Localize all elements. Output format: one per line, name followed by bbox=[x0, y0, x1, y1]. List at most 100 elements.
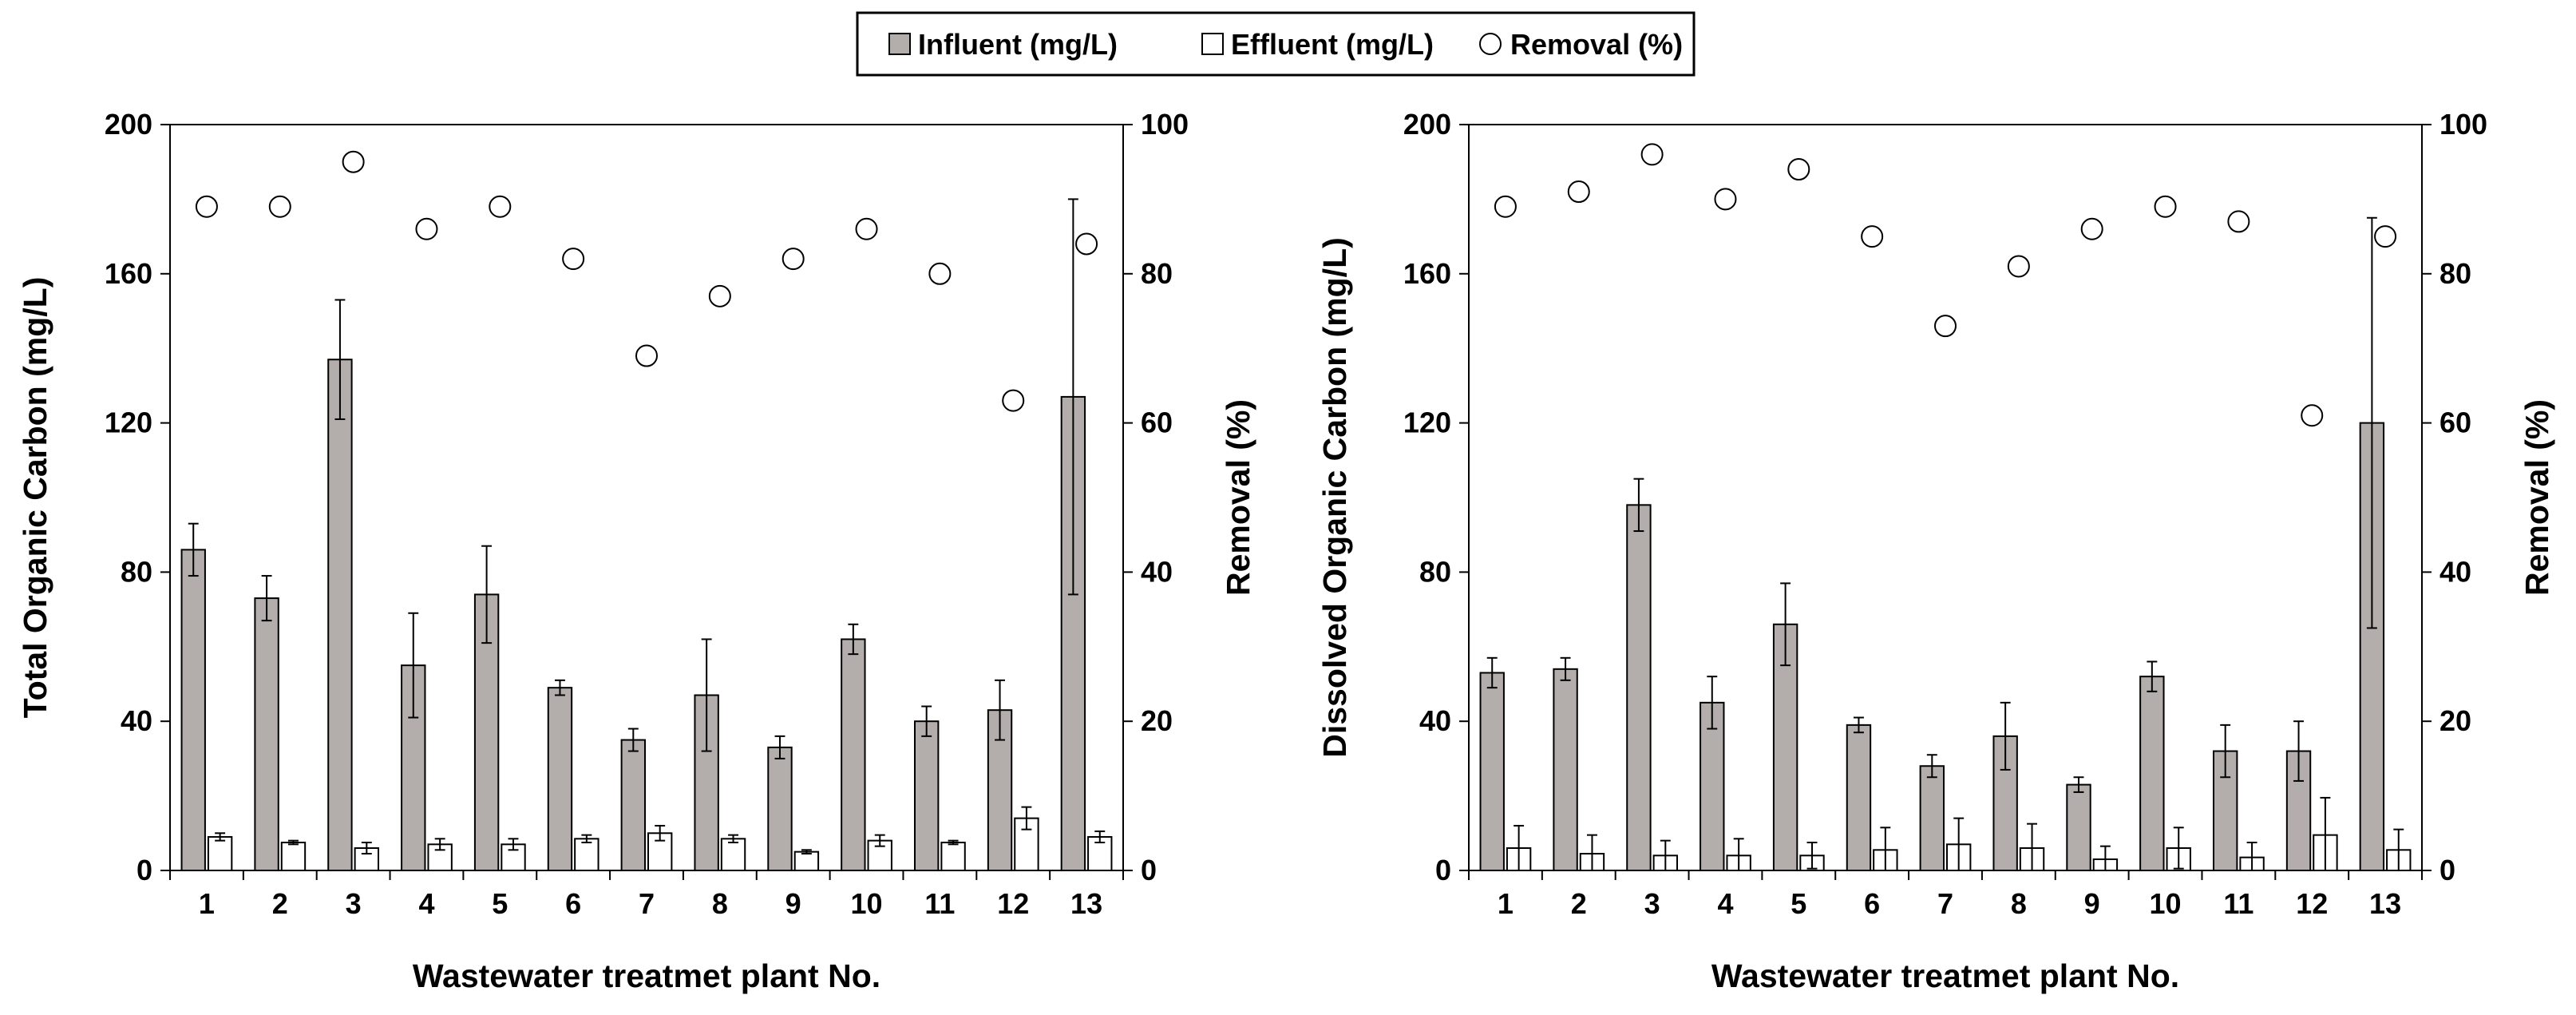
toc-influent-bar bbox=[547, 687, 573, 871]
doc-x-tick-label: 7 bbox=[1937, 887, 1953, 920]
toc-effluent-bar bbox=[280, 841, 307, 871]
toc-influent-bar bbox=[620, 739, 647, 871]
doc-y-tick-label: 40 bbox=[1419, 704, 1451, 737]
toc-y-axis-label: Total Organic Carbon (mg/L) bbox=[17, 277, 53, 719]
toc-influent-bar bbox=[254, 597, 279, 872]
toc-y2-tick-label: 20 bbox=[1141, 704, 1173, 737]
doc-y2-tick-label: 40 bbox=[2439, 555, 2471, 588]
doc-x-tick-label: 11 bbox=[2223, 887, 2254, 920]
toc-removal-point bbox=[415, 217, 438, 240]
doc-y-axis-label: Dissolved Organic Carbon (mg/L) bbox=[1316, 237, 1353, 758]
legend: Influent (mg/L) Effluent (mg/L) Removal … bbox=[856, 11, 1696, 77]
toc-x-tick-label: 7 bbox=[639, 887, 655, 920]
toc-removal-point bbox=[342, 150, 365, 173]
toc-effluent-bar bbox=[207, 835, 233, 871]
toc-x-tick-label: 5 bbox=[492, 887, 508, 920]
toc-x-tick-label: 4 bbox=[418, 887, 434, 920]
toc-influent-bar bbox=[913, 720, 940, 872]
legend-influent-swatch bbox=[888, 33, 911, 55]
doc-influent-bar bbox=[2359, 422, 2385, 871]
toc-x-tick-label: 8 bbox=[712, 887, 728, 920]
toc-y2-axis-label: Removal (%) bbox=[1220, 399, 1256, 596]
toc-effluent-bar bbox=[940, 841, 966, 871]
legend-effluent-swatch bbox=[1201, 33, 1224, 55]
doc-x-tick-label: 9 bbox=[2084, 887, 2100, 920]
doc-y-tick-label: 80 bbox=[1419, 555, 1451, 588]
doc-y-tick-label: 0 bbox=[1435, 854, 1451, 886]
doc-removal-point bbox=[1861, 225, 1884, 248]
toc-influent-bar bbox=[180, 549, 206, 871]
doc-removal-point bbox=[1567, 180, 1590, 204]
doc-removal-point bbox=[2374, 225, 2397, 248]
toc-x-tick-label: 2 bbox=[272, 887, 288, 920]
toc-effluent-bar bbox=[720, 838, 746, 872]
toc-x-tick-label: 10 bbox=[851, 887, 883, 920]
toc-x-tick-label: 13 bbox=[1070, 887, 1102, 920]
doc-removal-point bbox=[1934, 315, 1957, 338]
toc-y-tick-label: 40 bbox=[121, 704, 152, 737]
doc-removal-point bbox=[2080, 217, 2103, 240]
doc-removal-point bbox=[1787, 158, 1810, 181]
toc-y2-tick-label: 80 bbox=[1141, 257, 1173, 290]
doc-y2-tick-label: 60 bbox=[2439, 406, 2471, 439]
toc-y-tick-label: 160 bbox=[105, 257, 152, 290]
toc-y2-tick-label: 60 bbox=[1141, 406, 1173, 439]
doc-plot-frame bbox=[1468, 124, 2423, 871]
doc-removal-point bbox=[2227, 210, 2250, 233]
doc-x-tick-label: 8 bbox=[2011, 887, 2027, 920]
doc-y2-axis-label: Removal (%) bbox=[2519, 399, 2555, 596]
toc-effluent-bar bbox=[501, 843, 526, 872]
doc-x-tick-label: 6 bbox=[1864, 887, 1880, 920]
doc-y2-tick-label: 20 bbox=[2439, 704, 2471, 737]
doc-removal-point bbox=[2301, 404, 2324, 427]
doc-influent-bar bbox=[1553, 668, 1578, 871]
legend-box bbox=[856, 11, 1696, 77]
toc-y-tick-label: 0 bbox=[137, 854, 152, 886]
toc-y-tick-label: 80 bbox=[121, 555, 152, 588]
toc-influent-bar bbox=[767, 746, 793, 872]
toc-removal-point bbox=[708, 284, 731, 307]
legend-influent-label: Influent (mg/L) bbox=[918, 28, 1118, 61]
doc-y-tick-label: 160 bbox=[1403, 257, 1451, 290]
toc-plot-frame bbox=[169, 124, 1124, 871]
doc-removal-point bbox=[1494, 195, 1517, 218]
toc-effluent-bar bbox=[793, 850, 820, 872]
doc-removal-point bbox=[2007, 255, 2030, 278]
doc-influent-bar bbox=[1700, 701, 1725, 871]
doc-influent-bar bbox=[2066, 783, 2091, 872]
toc-removal-point bbox=[562, 248, 585, 271]
doc-x-tick-label: 2 bbox=[1571, 887, 1587, 920]
doc-removal-point bbox=[1714, 188, 1737, 211]
doc-removal-point bbox=[1640, 143, 1664, 166]
doc-influent-bar bbox=[1626, 504, 1652, 872]
doc-y-tick-label: 120 bbox=[1403, 406, 1451, 439]
doc-x-axis-label: Wastewater treatmet plant No. bbox=[1711, 958, 2179, 994]
doc-removal-point bbox=[2154, 195, 2177, 218]
toc-x-tick-label: 1 bbox=[199, 887, 215, 920]
doc-y-tick-label: 200 bbox=[1403, 108, 1451, 141]
toc-removal-point bbox=[928, 262, 952, 285]
doc-x-tick-label: 12 bbox=[2296, 887, 2328, 920]
toc-y-tick-label: 120 bbox=[105, 406, 152, 439]
doc-influent-bar bbox=[1479, 672, 1505, 871]
doc-x-tick-label: 4 bbox=[1717, 887, 1733, 920]
doc-x-tick-label: 1 bbox=[1498, 887, 1514, 920]
legend-effluent-label: Effluent (mg/L) bbox=[1231, 28, 1434, 61]
toc-x-axis-label: Wastewater treatmet plant No. bbox=[413, 958, 880, 994]
toc-removal-point bbox=[782, 248, 805, 271]
toc-x-tick-label: 11 bbox=[924, 887, 955, 920]
toc-y2-tick-label: 0 bbox=[1141, 854, 1157, 886]
toc-y-tick-label: 200 bbox=[105, 108, 152, 141]
toc-effluent-bar bbox=[574, 838, 599, 872]
toc-y2-tick-label: 100 bbox=[1141, 108, 1189, 141]
toc-x-tick-label: 9 bbox=[785, 887, 801, 920]
doc-y2-tick-label: 0 bbox=[2439, 854, 2455, 886]
toc-x-tick-label: 3 bbox=[346, 887, 362, 920]
doc-x-tick-label: 5 bbox=[1791, 887, 1806, 920]
doc-x-tick-label: 13 bbox=[2369, 887, 2401, 920]
toc-removal-point bbox=[1002, 389, 1025, 412]
doc-influent-bar bbox=[2139, 676, 2165, 871]
doc-influent-bar bbox=[1846, 724, 1872, 871]
